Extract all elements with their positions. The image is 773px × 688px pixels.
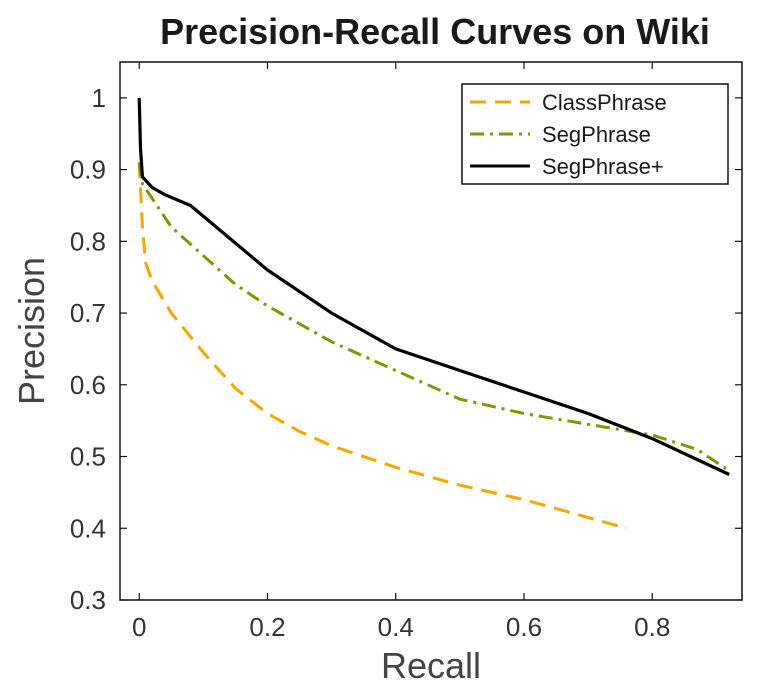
y-tick-label: 0.7	[70, 298, 106, 328]
x-axis-label: Recall	[381, 645, 481, 686]
series-line-segphrase-plus	[137, 97, 730, 476]
y-tick-label: 0.6	[70, 370, 106, 400]
series-layer	[137, 97, 731, 530]
series-line-classphrase	[137, 162, 628, 530]
legend-label-segphrase-plus: SegPhrase+	[542, 154, 664, 179]
chart-title: Precision-Recall Curves on Wiki	[160, 11, 710, 52]
legend-label-segphrase: SegPhrase	[542, 122, 651, 147]
y-tick-label: 1	[92, 83, 106, 113]
legend-label-classphrase: ClassPhrase	[542, 90, 667, 115]
x-tick-label: 0.2	[249, 612, 285, 642]
y-tick-label: 0.3	[70, 585, 106, 615]
y-tick-label: 0.5	[70, 442, 106, 472]
y-tick-label: 0.8	[70, 226, 106, 256]
x-tick-label: 0.6	[506, 612, 542, 642]
y-axis-label: Precision	[11, 257, 52, 405]
legend: ClassPhrase SegPhrase SegPhrase+	[461, 83, 729, 185]
x-tick-label: 0.4	[378, 612, 414, 642]
y-tick-label: 0.4	[70, 513, 106, 543]
y-tick-label: 0.9	[70, 155, 106, 185]
y-axis: 0.3 0.4 0.5 0.6 0.7 0.8 0.9 1	[70, 83, 742, 615]
x-tick-label: 0	[132, 612, 146, 642]
x-tick-label: 0.8	[634, 612, 670, 642]
x-axis: 0 0.2 0.4 0.6 0.8	[132, 62, 670, 642]
